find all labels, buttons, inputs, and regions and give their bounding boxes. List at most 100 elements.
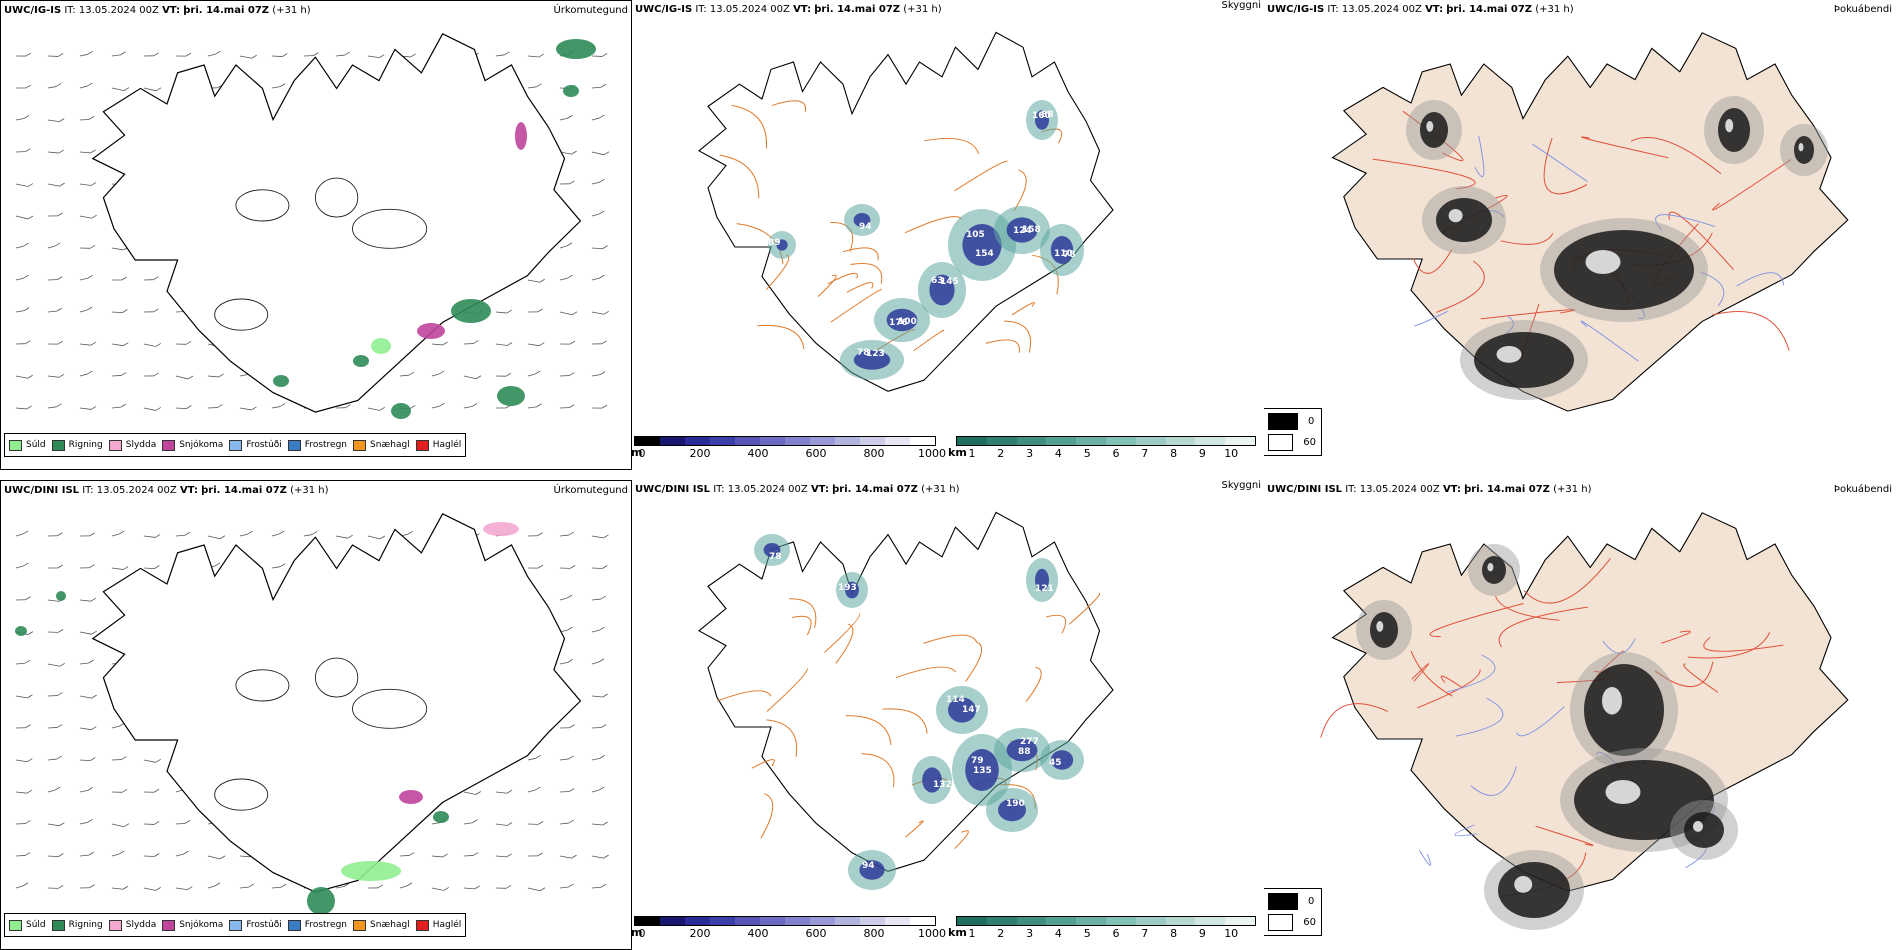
wind-barb: [79, 854, 89, 857]
precip-header: UWC/IG-IS IT: 13.05.2024 00Z VT: þri. 14…: [4, 5, 311, 16]
wind-barb: [559, 597, 568, 601]
wind-barb-flag: [56, 403, 62, 408]
wind-barb: [591, 695, 603, 698]
wind-barb: [47, 183, 60, 187]
precip-patch: [307, 887, 335, 915]
wind-barb-flag: [121, 788, 128, 793]
wind-barb-flag: [57, 532, 63, 537]
colorbar-cell: [660, 437, 685, 445]
wind-barb-flag: [536, 83, 542, 88]
wind-barb-flag: [87, 787, 94, 791]
wind-barb: [559, 534, 569, 537]
legend-label: Frostregn: [304, 440, 348, 450]
wind-barb: [47, 310, 57, 313]
precip-patch: [353, 355, 369, 367]
wind-barb-flag: [567, 274, 573, 279]
legend-label: Snjókoma: [179, 920, 224, 930]
wind-barb-flag: [601, 404, 608, 409]
wind-barb-flag: [599, 626, 605, 631]
ceiling-colorbar-cells: [634, 436, 936, 446]
legend-label: Frostúði: [246, 920, 282, 930]
colorbar-tick: 0: [638, 927, 646, 940]
wind-barb-flag: [603, 151, 610, 156]
colorbar-cell: [835, 917, 860, 925]
wind-barb-flag: [602, 565, 608, 569]
fog-title: Þokuábendi: [1833, 484, 1892, 495]
road: [924, 138, 980, 155]
legend-swatch: [353, 439, 367, 451]
model-name: UWC/DINI ISL: [4, 485, 80, 496]
wind-barb-flag: [122, 566, 129, 570]
ceiling-patch: [1035, 110, 1049, 130]
river: [1454, 824, 1477, 837]
wind-barb: [79, 373, 88, 377]
ceiling-unit: m: [632, 926, 643, 939]
wind-barb: [591, 247, 603, 250]
visibility-unit: km: [948, 926, 967, 939]
colorbar-cell: [1076, 917, 1106, 925]
cloud-base-label: 88: [1018, 747, 1031, 757]
fog-core: [1370, 612, 1398, 648]
wind-barb: [527, 887, 541, 892]
wind-barb-flag: [27, 631, 34, 635]
wind-barb-flag: [601, 724, 607, 728]
wind-barb-flag: [58, 53, 64, 57]
ceiling-patch: [859, 860, 885, 880]
colorbar-cell: [710, 917, 735, 925]
wind-barb-flag: [344, 51, 350, 56]
fog-core: [1482, 556, 1506, 584]
wind-barb-flag: [571, 854, 577, 859]
wind-barb-flag: [343, 883, 350, 887]
wind-barb-flag: [187, 375, 194, 380]
wind-barb-flag: [601, 340, 607, 345]
fog-clear-spot: [1487, 563, 1494, 572]
fog-core: [1584, 664, 1664, 756]
visibility-title: Skyggni: [1221, 0, 1261, 11]
road: [760, 793, 774, 839]
fog-clear-spot: [1448, 209, 1463, 223]
wind-barb: [79, 183, 92, 186]
wind-barb-flag: [56, 307, 63, 312]
it-value: 13.05.2024 00Z: [1359, 484, 1440, 495]
legend-black-box: [1268, 413, 1298, 430]
colorbar-tick: 6: [1112, 927, 1120, 940]
precip-patch: [273, 375, 289, 387]
wind-barb-flag: [280, 883, 287, 888]
wind-barb-flag: [539, 887, 546, 892]
wind-barb-flag: [379, 54, 385, 59]
wind-barb-flag: [22, 882, 29, 887]
cloud-base-label: 121: [1035, 584, 1054, 594]
road: [1069, 592, 1101, 625]
wind-barb: [79, 631, 92, 635]
wind-barb: [111, 87, 124, 92]
fog-clear-spot: [1426, 121, 1434, 132]
wind-barb-flag: [475, 375, 482, 380]
road: [1498, 606, 1588, 648]
wind-barb-flag: [153, 372, 159, 377]
wind-barb: [111, 823, 125, 828]
wind-barb: [47, 245, 56, 249]
wind-barb-flag: [505, 372, 512, 377]
vt-label: VT:: [179, 485, 198, 496]
colorbar-cell: [1046, 437, 1077, 445]
colorbar-tick: 1000: [918, 927, 946, 940]
fog-header: UWC/DINI ISL IT: 13.05.2024 00Z VT: þri.…: [1267, 484, 1592, 495]
wind-barb: [111, 247, 124, 251]
wind-barb: [79, 151, 91, 154]
colorbar-tick: 5: [1083, 927, 1091, 940]
wind-barb-flag: [23, 242, 29, 247]
wind-barb-flag: [86, 306, 93, 311]
wind-barb-flag: [567, 659, 574, 663]
colorbar-cell: [760, 917, 785, 925]
colorbar-tick: 1: [968, 447, 976, 460]
wind-barb: [335, 886, 345, 889]
cloud-base-label: 160: [1032, 111, 1051, 121]
colorbar-cell: [810, 437, 835, 445]
wind-barb-flag: [184, 820, 191, 824]
colorbar-cell: [957, 917, 987, 925]
wind-barb: [495, 791, 507, 794]
visibility-panel: 105 124 145 176 123 78 160 94 89 154 158 63 100 78 110…: [632, 0, 1264, 470]
cloud-base-label: 105: [966, 230, 985, 240]
wind-barb-flag: [409, 852, 415, 856]
wind-barb-flag: [569, 404, 575, 408]
